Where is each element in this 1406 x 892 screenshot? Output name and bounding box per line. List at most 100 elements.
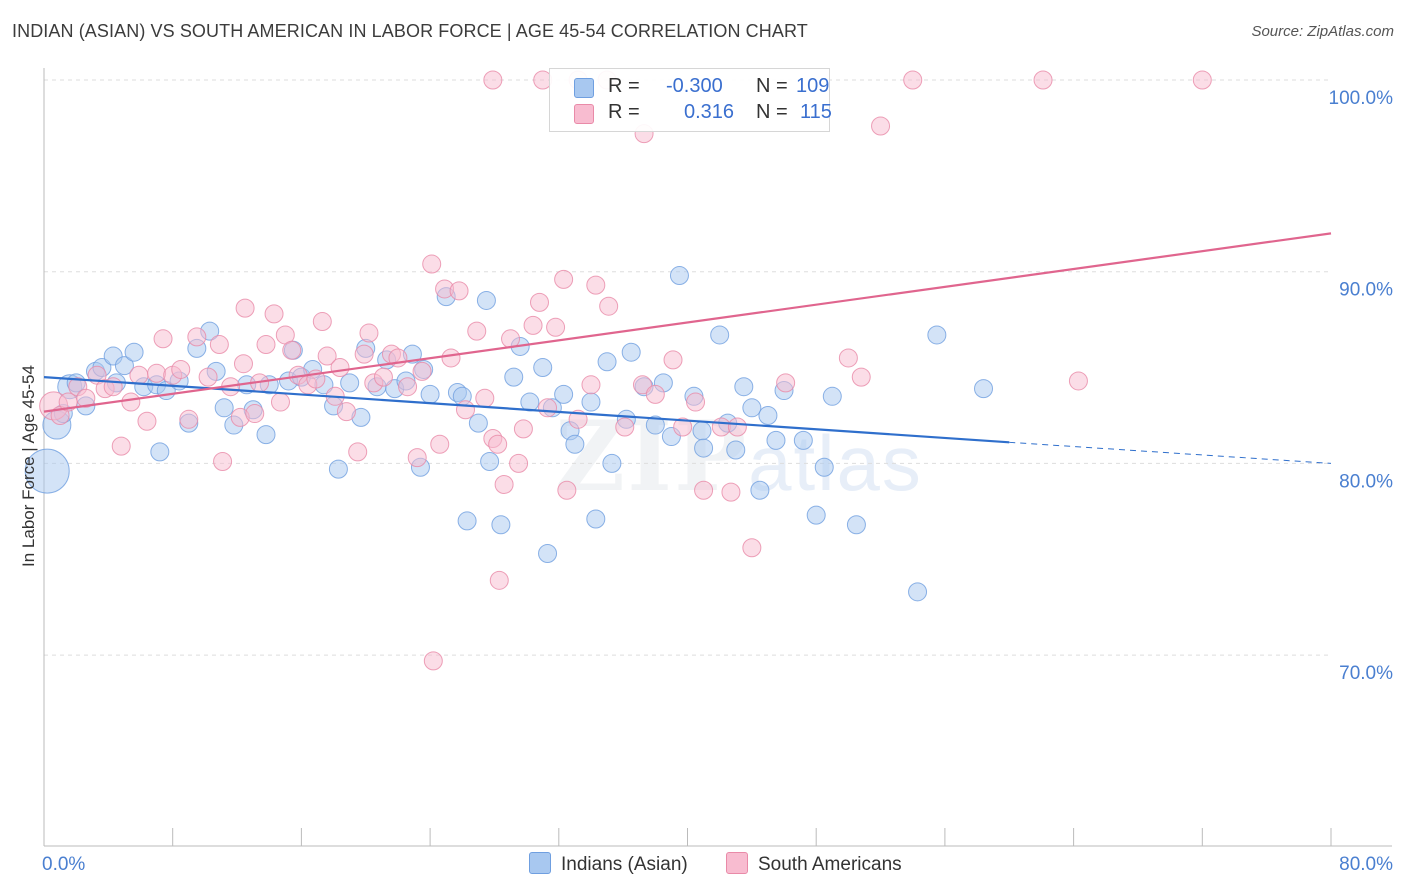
indian-point	[150, 442, 170, 462]
south-american-point	[423, 651, 443, 671]
south-american-point	[422, 254, 442, 274]
indian-point	[750, 480, 770, 500]
indian-point	[328, 459, 348, 479]
south-american-point	[213, 451, 233, 471]
south-american-trend-line	[43, 232, 1332, 413]
bottom-legend-indians: Indians (Asian)	[529, 852, 688, 876]
south-american-point	[76, 388, 96, 408]
south-american-point	[581, 375, 601, 395]
south-american-point	[673, 417, 693, 437]
indian-point	[476, 290, 496, 310]
south-american-point	[58, 392, 78, 412]
indian-point	[645, 415, 665, 435]
y-tick-label: 80.0%	[1339, 471, 1393, 492]
indian-point	[214, 398, 234, 418]
south-american-point	[568, 409, 588, 429]
indian-point	[124, 342, 144, 362]
indian-point	[480, 451, 500, 471]
south-american-point	[407, 448, 427, 468]
south-american-point	[871, 116, 891, 136]
indian-point	[340, 373, 360, 393]
indian-point	[908, 582, 928, 602]
south-american-point	[209, 335, 229, 355]
legend-n-value: 109	[796, 75, 830, 97]
south-american-point	[336, 402, 356, 422]
south-american-point	[727, 417, 747, 437]
indian-point	[742, 398, 762, 418]
indian-point	[538, 543, 558, 563]
indian-point	[692, 421, 712, 441]
south-american-point	[147, 363, 167, 383]
indian-point	[602, 453, 622, 473]
south-american-point	[198, 367, 218, 387]
south-american-point	[557, 480, 577, 500]
legend-swatch-south-americans	[574, 104, 594, 124]
indian-trend-extension	[1009, 441, 1332, 464]
south-american-point	[711, 417, 731, 437]
south-american-point	[111, 436, 131, 456]
chart-title: INDIAN (ASIAN) VS SOUTH AMERICAN IN LABO…	[12, 21, 808, 41]
south-american-point	[233, 354, 253, 374]
indian-point	[726, 440, 746, 460]
south-american-point	[554, 269, 574, 289]
south-american-point	[348, 442, 368, 462]
legend-r-label: R =	[608, 101, 640, 123]
y-tick-label: 70.0%	[1339, 663, 1393, 684]
indian-point	[554, 384, 574, 404]
south-american-point	[686, 392, 706, 412]
source-label: Source: ZipAtlas.com	[1251, 23, 1394, 40]
indian-point	[114, 356, 134, 376]
legend-r-value: -0.300	[666, 75, 723, 97]
south-american-point	[1192, 70, 1212, 90]
indian-point	[927, 325, 947, 345]
south-american-point	[455, 400, 475, 420]
stats-legend: R = -0.300 N = 109 R = 0.316 N = 115	[549, 68, 832, 132]
south-american-point	[1068, 371, 1088, 391]
south-american-point	[187, 327, 207, 347]
south-american-point	[441, 348, 461, 368]
indian-point	[669, 266, 689, 286]
south-american-point	[489, 570, 509, 590]
south-american-point	[359, 323, 379, 343]
south-american-point	[245, 404, 265, 424]
legend-n-label: N =	[756, 101, 788, 123]
south-american-point	[179, 409, 199, 429]
bottom-legend-south-americans: South Americans	[726, 852, 902, 876]
south-american-point	[523, 315, 543, 335]
south-american-point	[264, 304, 284, 324]
south-american-point	[373, 367, 393, 387]
indian-point	[468, 413, 488, 433]
south-american-point	[398, 377, 418, 397]
south-american-point	[903, 70, 923, 90]
south-american-point	[494, 474, 514, 494]
indian-point	[974, 379, 994, 399]
legend-n-value: 115	[800, 101, 832, 123]
south-american-point	[1033, 70, 1053, 90]
indian-point	[766, 430, 786, 450]
south-american-point	[645, 384, 665, 404]
south-american-point	[282, 340, 302, 360]
indian-point	[694, 438, 714, 458]
indian-point	[758, 405, 778, 425]
south-american-point	[270, 392, 290, 412]
south-american-point	[509, 453, 529, 473]
legend-n-label: N =	[756, 75, 788, 97]
indian-point	[586, 509, 606, 529]
bottom-legend-label-indians: Indians (Asian)	[561, 854, 688, 875]
indian-point	[793, 430, 813, 450]
indian-point	[504, 367, 524, 387]
south-american-point	[663, 350, 683, 370]
bottom-legend-label-south-americans: South Americans	[758, 854, 902, 875]
indian-point	[491, 515, 511, 535]
south-american-point	[449, 281, 469, 301]
south-american-point	[153, 329, 173, 349]
indian-point	[256, 425, 276, 445]
indian-point	[846, 515, 866, 535]
south-american-point	[467, 321, 487, 341]
indian-point	[581, 392, 601, 412]
indian-point	[814, 457, 834, 477]
south-american-point	[317, 346, 337, 366]
indian-point	[420, 384, 440, 404]
bottom-legend-swatch-south-americans	[726, 852, 748, 874]
